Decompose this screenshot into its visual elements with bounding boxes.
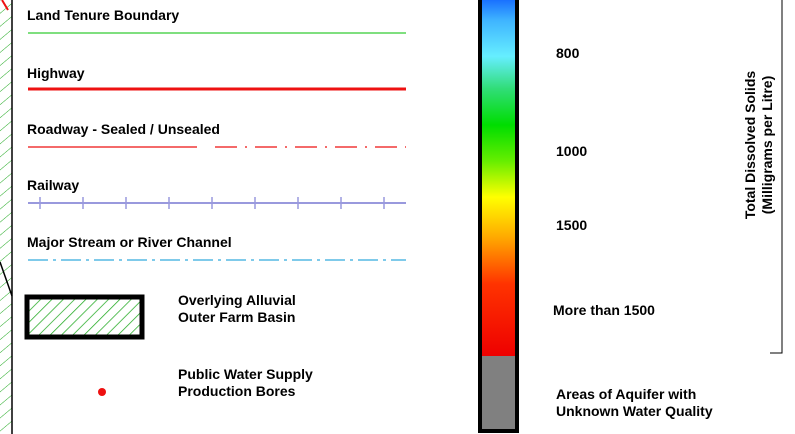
map-edge-strip (0, 0, 13, 434)
tds-colorbar (478, 0, 519, 433)
bores-label: Public Water Supply Production Bores (178, 366, 313, 399)
alluvial-hatch-box (24, 294, 145, 340)
unknown-quality-label: Areas of Aquifer with Unknown Water Qual… (556, 386, 713, 419)
tick-label-1000: 1000 (556, 143, 588, 159)
highway-label: Highway (27, 65, 85, 81)
stream-label: Major Stream or River Channel (27, 234, 232, 250)
land-tenure-label: Land Tenure Boundary (27, 7, 180, 23)
tick-label-1500: 1500 (556, 217, 588, 233)
tick-label-800: 800 (556, 45, 580, 61)
railway-label: Railway (27, 177, 80, 193)
railway-line (28, 197, 406, 209)
alluvial-label: Overlying Alluvial Outer Farm Basin (178, 292, 296, 325)
roadway-label: Roadway - Sealed / Unsealed (27, 121, 220, 137)
colorbar-title: Total Dissolved Solids (Milligrams per L… (742, 70, 775, 220)
bore-dot (98, 388, 106, 396)
tick-label-more-than-1500: More than 1500 (553, 302, 655, 318)
title-bracket (770, 0, 783, 354)
